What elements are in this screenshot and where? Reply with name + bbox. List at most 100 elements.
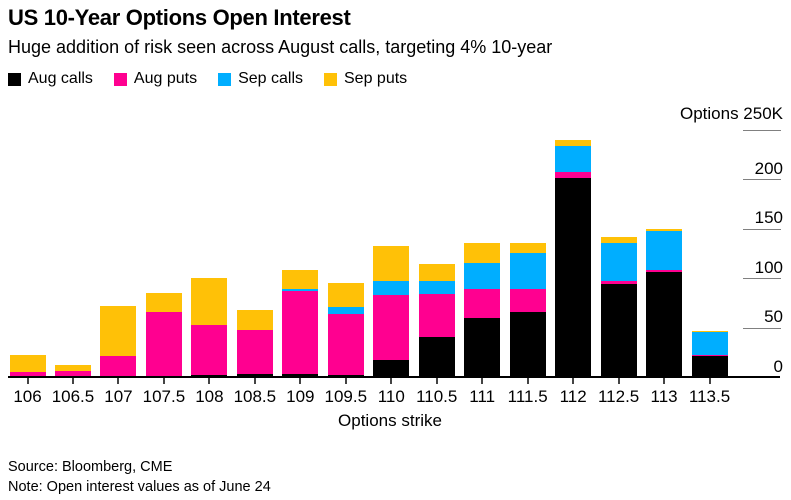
bar-segment-sep-calls-111 bbox=[464, 262, 501, 289]
x-tick bbox=[390, 378, 393, 384]
bar-segment-sep-puts-111 bbox=[464, 243, 501, 263]
bar-segment-aug-puts-106 bbox=[9, 371, 46, 378]
legend-item-aug-puts: Aug puts bbox=[113, 70, 198, 88]
x-tick-label: 106 bbox=[13, 387, 42, 406]
legend-swatch-icon bbox=[324, 72, 337, 86]
bar-segment-sep-puts-112 bbox=[555, 140, 592, 147]
x-tick-label: 109 bbox=[286, 387, 315, 406]
source-note: Source: Bloomberg, CME bbox=[8, 459, 173, 475]
bar-segment-sep-puts-113.5 bbox=[691, 331, 728, 333]
bar-segment-sep-puts-110.5 bbox=[418, 263, 455, 281]
x-tick bbox=[708, 378, 711, 384]
x-tick-label: 109.5 bbox=[324, 387, 368, 406]
bar-segment-sep-calls-112.5 bbox=[600, 243, 637, 281]
x-tick-label: 107 bbox=[104, 387, 133, 406]
y-gridline bbox=[743, 327, 781, 329]
x-tick-label: 107.5 bbox=[142, 387, 186, 406]
x-axis-title: Options strike bbox=[338, 411, 442, 430]
bar-segment-aug-puts-112.5 bbox=[600, 280, 637, 284]
x-tick bbox=[71, 378, 74, 384]
x-axis-line bbox=[8, 376, 780, 378]
bar-segment-sep-calls-110 bbox=[373, 280, 410, 296]
y-tick-label: 0 bbox=[773, 356, 783, 376]
bar-segment-aug-calls-109 bbox=[282, 373, 319, 378]
bar-segment-sep-calls-111.5 bbox=[509, 253, 546, 289]
bar-segment-sep-calls-109.5 bbox=[327, 307, 364, 315]
y-gridline bbox=[743, 179, 781, 181]
bar-segment-aug-calls-112.5 bbox=[600, 283, 637, 378]
chart-title: US 10-Year Options Open Interest bbox=[8, 5, 351, 30]
y-tick-label: 50 bbox=[764, 307, 783, 327]
y-tick-label: 200 bbox=[754, 158, 783, 178]
bar-segment-aug-puts-108.5 bbox=[236, 330, 273, 374]
x-tick bbox=[344, 378, 347, 384]
bar-segment-aug-calls-110.5 bbox=[418, 336, 455, 378]
x-tick bbox=[572, 378, 575, 384]
bar-segment-aug-calls-113.5 bbox=[691, 355, 728, 378]
bar-segment-sep-puts-112.5 bbox=[600, 237, 637, 244]
bar-segment-aug-puts-109.5 bbox=[327, 314, 364, 375]
x-tick bbox=[526, 378, 529, 384]
bar-segment-sep-puts-110 bbox=[373, 246, 410, 281]
bar-segment-sep-puts-111.5 bbox=[509, 243, 546, 253]
bar-segment-sep-calls-112 bbox=[555, 146, 592, 172]
bar-segment-sep-puts-106.5 bbox=[54, 364, 91, 371]
legend-label: Sep calls bbox=[238, 70, 303, 87]
x-tick bbox=[481, 378, 484, 384]
legend-swatch-icon bbox=[8, 72, 21, 86]
y-axis-max-label: Options 250K bbox=[679, 104, 783, 123]
bar-segment-sep-calls-113.5 bbox=[691, 332, 728, 355]
x-tick-label: 112 bbox=[559, 387, 587, 406]
bar-segment-aug-calls-112 bbox=[555, 177, 592, 378]
bar-segment-sep-puts-108.5 bbox=[236, 310, 273, 331]
bar-segment-sep-puts-107 bbox=[100, 306, 137, 356]
x-tick bbox=[617, 378, 620, 384]
x-tick-label: 113 bbox=[650, 387, 678, 406]
y-gridline bbox=[743, 228, 781, 230]
legend-label: Aug calls bbox=[28, 70, 93, 87]
x-tick bbox=[253, 378, 256, 384]
bar-segment-aug-puts-110.5 bbox=[418, 293, 455, 337]
bar-segment-sep-calls-110.5 bbox=[418, 280, 455, 294]
x-tick-label: 108 bbox=[195, 387, 224, 406]
x-tick-label: 113.5 bbox=[688, 387, 731, 406]
bar-segment-sep-puts-107.5 bbox=[145, 292, 182, 313]
bar-segment-sep-puts-109.5 bbox=[327, 282, 364, 308]
bar-segment-sep-calls-109 bbox=[282, 288, 319, 291]
bar-segment-aug-puts-113 bbox=[646, 269, 683, 272]
bar-segment-sep-puts-106 bbox=[9, 354, 46, 372]
bar-segment-aug-calls-111.5 bbox=[509, 312, 546, 378]
bar-segment-sep-puts-109 bbox=[282, 269, 319, 289]
bar-segment-aug-puts-107 bbox=[100, 355, 137, 378]
y-tick-label: 150 bbox=[754, 208, 783, 228]
bar-segment-aug-puts-111 bbox=[464, 288, 501, 319]
legend-item-aug-calls: Aug calls bbox=[8, 70, 93, 88]
legend-swatch-icon bbox=[113, 72, 127, 86]
bar-segment-aug-puts-108 bbox=[191, 325, 228, 375]
x-tick-label: 108.5 bbox=[233, 387, 277, 406]
x-tick bbox=[26, 378, 29, 384]
legend-swatch-icon bbox=[218, 72, 232, 86]
y-gridline bbox=[743, 130, 781, 131]
bar-segment-aug-calls-113 bbox=[646, 271, 683, 378]
x-tick-label: 110 bbox=[377, 387, 405, 406]
x-tick bbox=[299, 378, 302, 384]
bar-segment-aug-puts-106.5 bbox=[54, 370, 91, 378]
bar-segment-aug-calls-110 bbox=[373, 359, 410, 378]
chart-subtitle: Huge addition of risk seen across August… bbox=[8, 37, 553, 57]
bar-segment-aug-puts-107.5 bbox=[145, 312, 182, 378]
bar-segment-aug-calls-108.5 bbox=[236, 373, 273, 378]
x-tick-label: 106.5 bbox=[51, 387, 95, 406]
bar-segment-sep-puts-108 bbox=[191, 277, 228, 326]
data-note: Note: Open interest values as of June 24 bbox=[8, 479, 271, 495]
bar-segment-sep-puts-113 bbox=[646, 229, 683, 232]
legend-item-sep-calls: Sep calls bbox=[218, 70, 303, 88]
y-gridline bbox=[743, 278, 781, 280]
legend-label: Aug puts bbox=[133, 70, 198, 87]
x-tick bbox=[162, 378, 165, 384]
bar-segment-sep-calls-113 bbox=[646, 231, 683, 270]
x-tick bbox=[663, 378, 666, 384]
x-tick bbox=[117, 378, 120, 384]
x-tick-label: 110.5 bbox=[416, 387, 458, 406]
